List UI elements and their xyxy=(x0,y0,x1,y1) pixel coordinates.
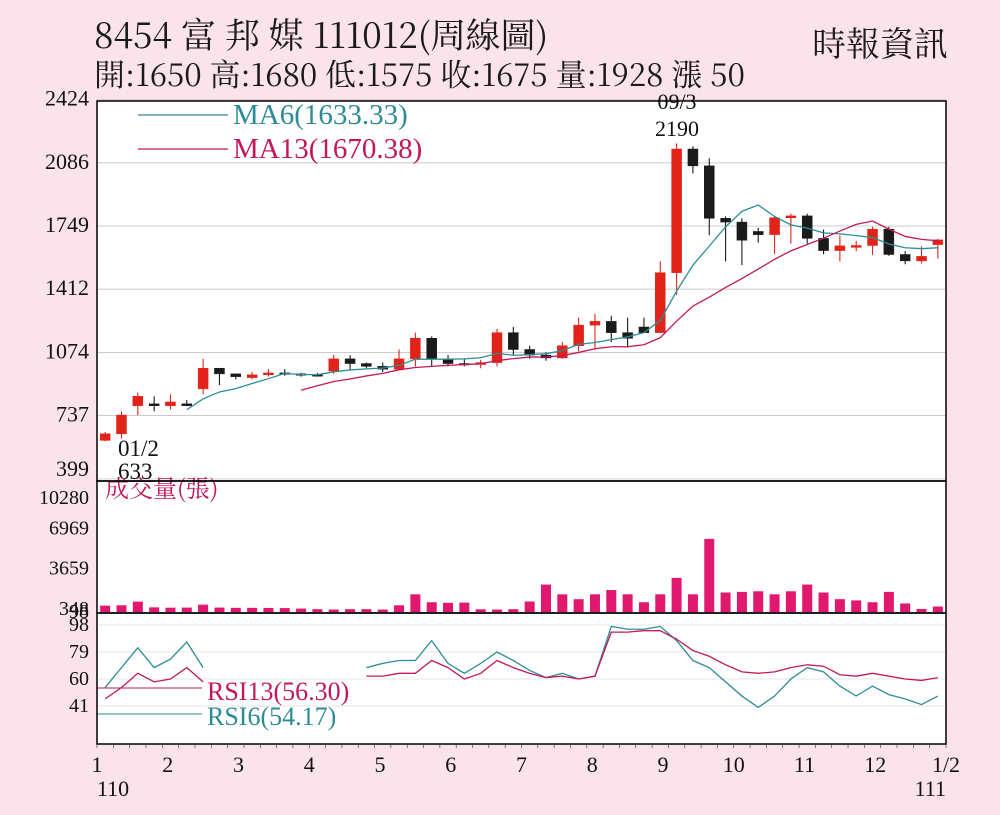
svg-text:11: 11 xyxy=(794,752,815,777)
svg-text:成交量(張): 成交量(張) xyxy=(105,469,218,504)
svg-text:60: 60 xyxy=(69,668,89,690)
svg-text:6: 6 xyxy=(445,752,456,777)
svg-text:1: 1 xyxy=(92,752,103,777)
svg-text:737: 737 xyxy=(56,402,89,427)
svg-text:5: 5 xyxy=(375,752,386,777)
svg-text:8: 8 xyxy=(587,752,598,777)
svg-text:41: 41 xyxy=(69,695,89,717)
svg-text:9: 9 xyxy=(658,752,669,777)
svg-text:01/2: 01/2 xyxy=(118,436,159,461)
svg-text:4: 4 xyxy=(304,752,315,777)
svg-text:1749: 1749 xyxy=(45,212,89,237)
svg-text:1412: 1412 xyxy=(45,275,89,300)
svg-text:MA13(1670.38): MA13(1670.38) xyxy=(233,133,422,165)
svg-text:399: 399 xyxy=(56,456,89,481)
svg-text:98: 98 xyxy=(69,614,89,636)
svg-text:79: 79 xyxy=(69,641,89,663)
svg-text:2: 2 xyxy=(162,752,173,777)
svg-text:2424: 2424 xyxy=(45,86,89,111)
svg-text:7: 7 xyxy=(516,752,527,777)
svg-text:3: 3 xyxy=(233,752,244,777)
svg-text:3659: 3659 xyxy=(49,558,89,580)
svg-text:10280: 10280 xyxy=(39,487,89,509)
svg-text:111: 111 xyxy=(915,776,946,801)
svg-text:1074: 1074 xyxy=(45,338,89,363)
svg-text:開:1650 高:1680 低:1575 收:1675 量:: 開:1650 高:1680 低:1575 收:1675 量:1928 漲 50 xyxy=(94,50,745,95)
svg-text:MA6(1633.33): MA6(1633.33) xyxy=(233,99,408,131)
svg-text:10: 10 xyxy=(723,752,745,777)
svg-text:2190: 2190 xyxy=(655,116,699,141)
svg-text:2086: 2086 xyxy=(45,149,89,174)
svg-text:RSI6(54.17): RSI6(54.17) xyxy=(207,702,336,731)
svg-text:110: 110 xyxy=(97,776,129,801)
svg-text:時報資訊: 時報資訊 xyxy=(812,17,948,66)
svg-text:6969: 6969 xyxy=(49,517,89,539)
svg-text:12: 12 xyxy=(864,752,886,777)
svg-text:1/2: 1/2 xyxy=(932,752,960,777)
